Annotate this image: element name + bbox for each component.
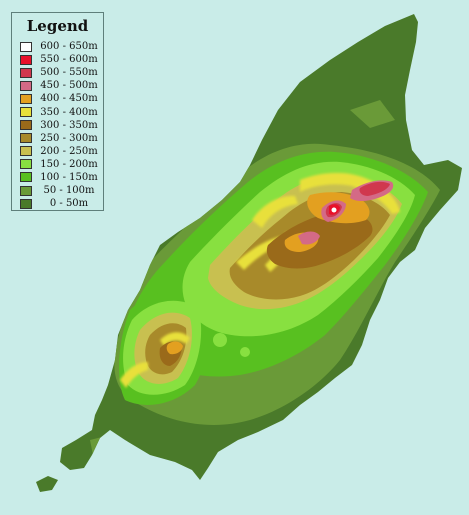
legend-item: 200 - 250m (20, 145, 103, 158)
legend-item: 250 - 300m (20, 132, 103, 145)
legend-swatch (20, 107, 32, 118)
legend-item: 100 - 150m (20, 171, 103, 184)
legend-label: 100 - 150m (40, 171, 98, 183)
legend-item: 350 - 400m (20, 105, 103, 118)
legend-swatch (20, 93, 32, 104)
legend-label: 400 - 450m (40, 93, 98, 105)
legend-item: 50 - 100m (20, 184, 103, 197)
legend-swatch (20, 159, 32, 170)
legend-label: 450 - 500m (40, 80, 98, 92)
legend-label: 200 - 250m (40, 145, 98, 157)
legend-list: 600 - 650m 550 - 600m 500 - 550m 450 - 500m… (20, 40, 103, 210)
elevation-600-650 (331, 207, 337, 213)
legend-swatch (20, 146, 32, 157)
legend-label: 350 - 400m (40, 106, 98, 118)
legend-label: 50 - 100m (43, 185, 95, 197)
legend-label: 500 - 550m (40, 67, 98, 79)
legend-item: 400 - 450m (20, 92, 103, 105)
legend-label: 550 - 600m (40, 54, 98, 66)
legend-title: Legend (26, 17, 89, 35)
legend-item: 450 - 500m (20, 79, 103, 92)
legend-label: 250 - 300m (40, 132, 98, 144)
legend-swatch (20, 172, 32, 183)
legend-swatch (20, 120, 32, 131)
legend-panel: Legend 600 - 650m 550 - 600m 500 - 550m 450… (11, 12, 104, 211)
legend-item: 600 - 650m (20, 40, 103, 53)
legend-swatch (20, 67, 32, 78)
legend-item: 0 - 50m (20, 197, 103, 210)
legend-item: 550 - 600m (20, 53, 103, 66)
legend-item: 500 - 550m (20, 66, 103, 79)
legend-swatch (20, 198, 32, 209)
legend-label: 0 - 50m (49, 198, 89, 210)
legend-label: 600 - 650m (40, 41, 98, 53)
legend-label: 150 - 200m (40, 158, 98, 170)
legend-item: 150 - 200m (20, 158, 103, 171)
legend-swatch (20, 80, 32, 91)
legend-swatch (20, 133, 32, 144)
legend-item: 300 - 350m (20, 119, 103, 132)
legend-swatch (20, 54, 32, 65)
legend-label: 300 - 350m (40, 119, 98, 131)
legend-swatch (20, 185, 32, 196)
legend-swatch (20, 41, 32, 52)
